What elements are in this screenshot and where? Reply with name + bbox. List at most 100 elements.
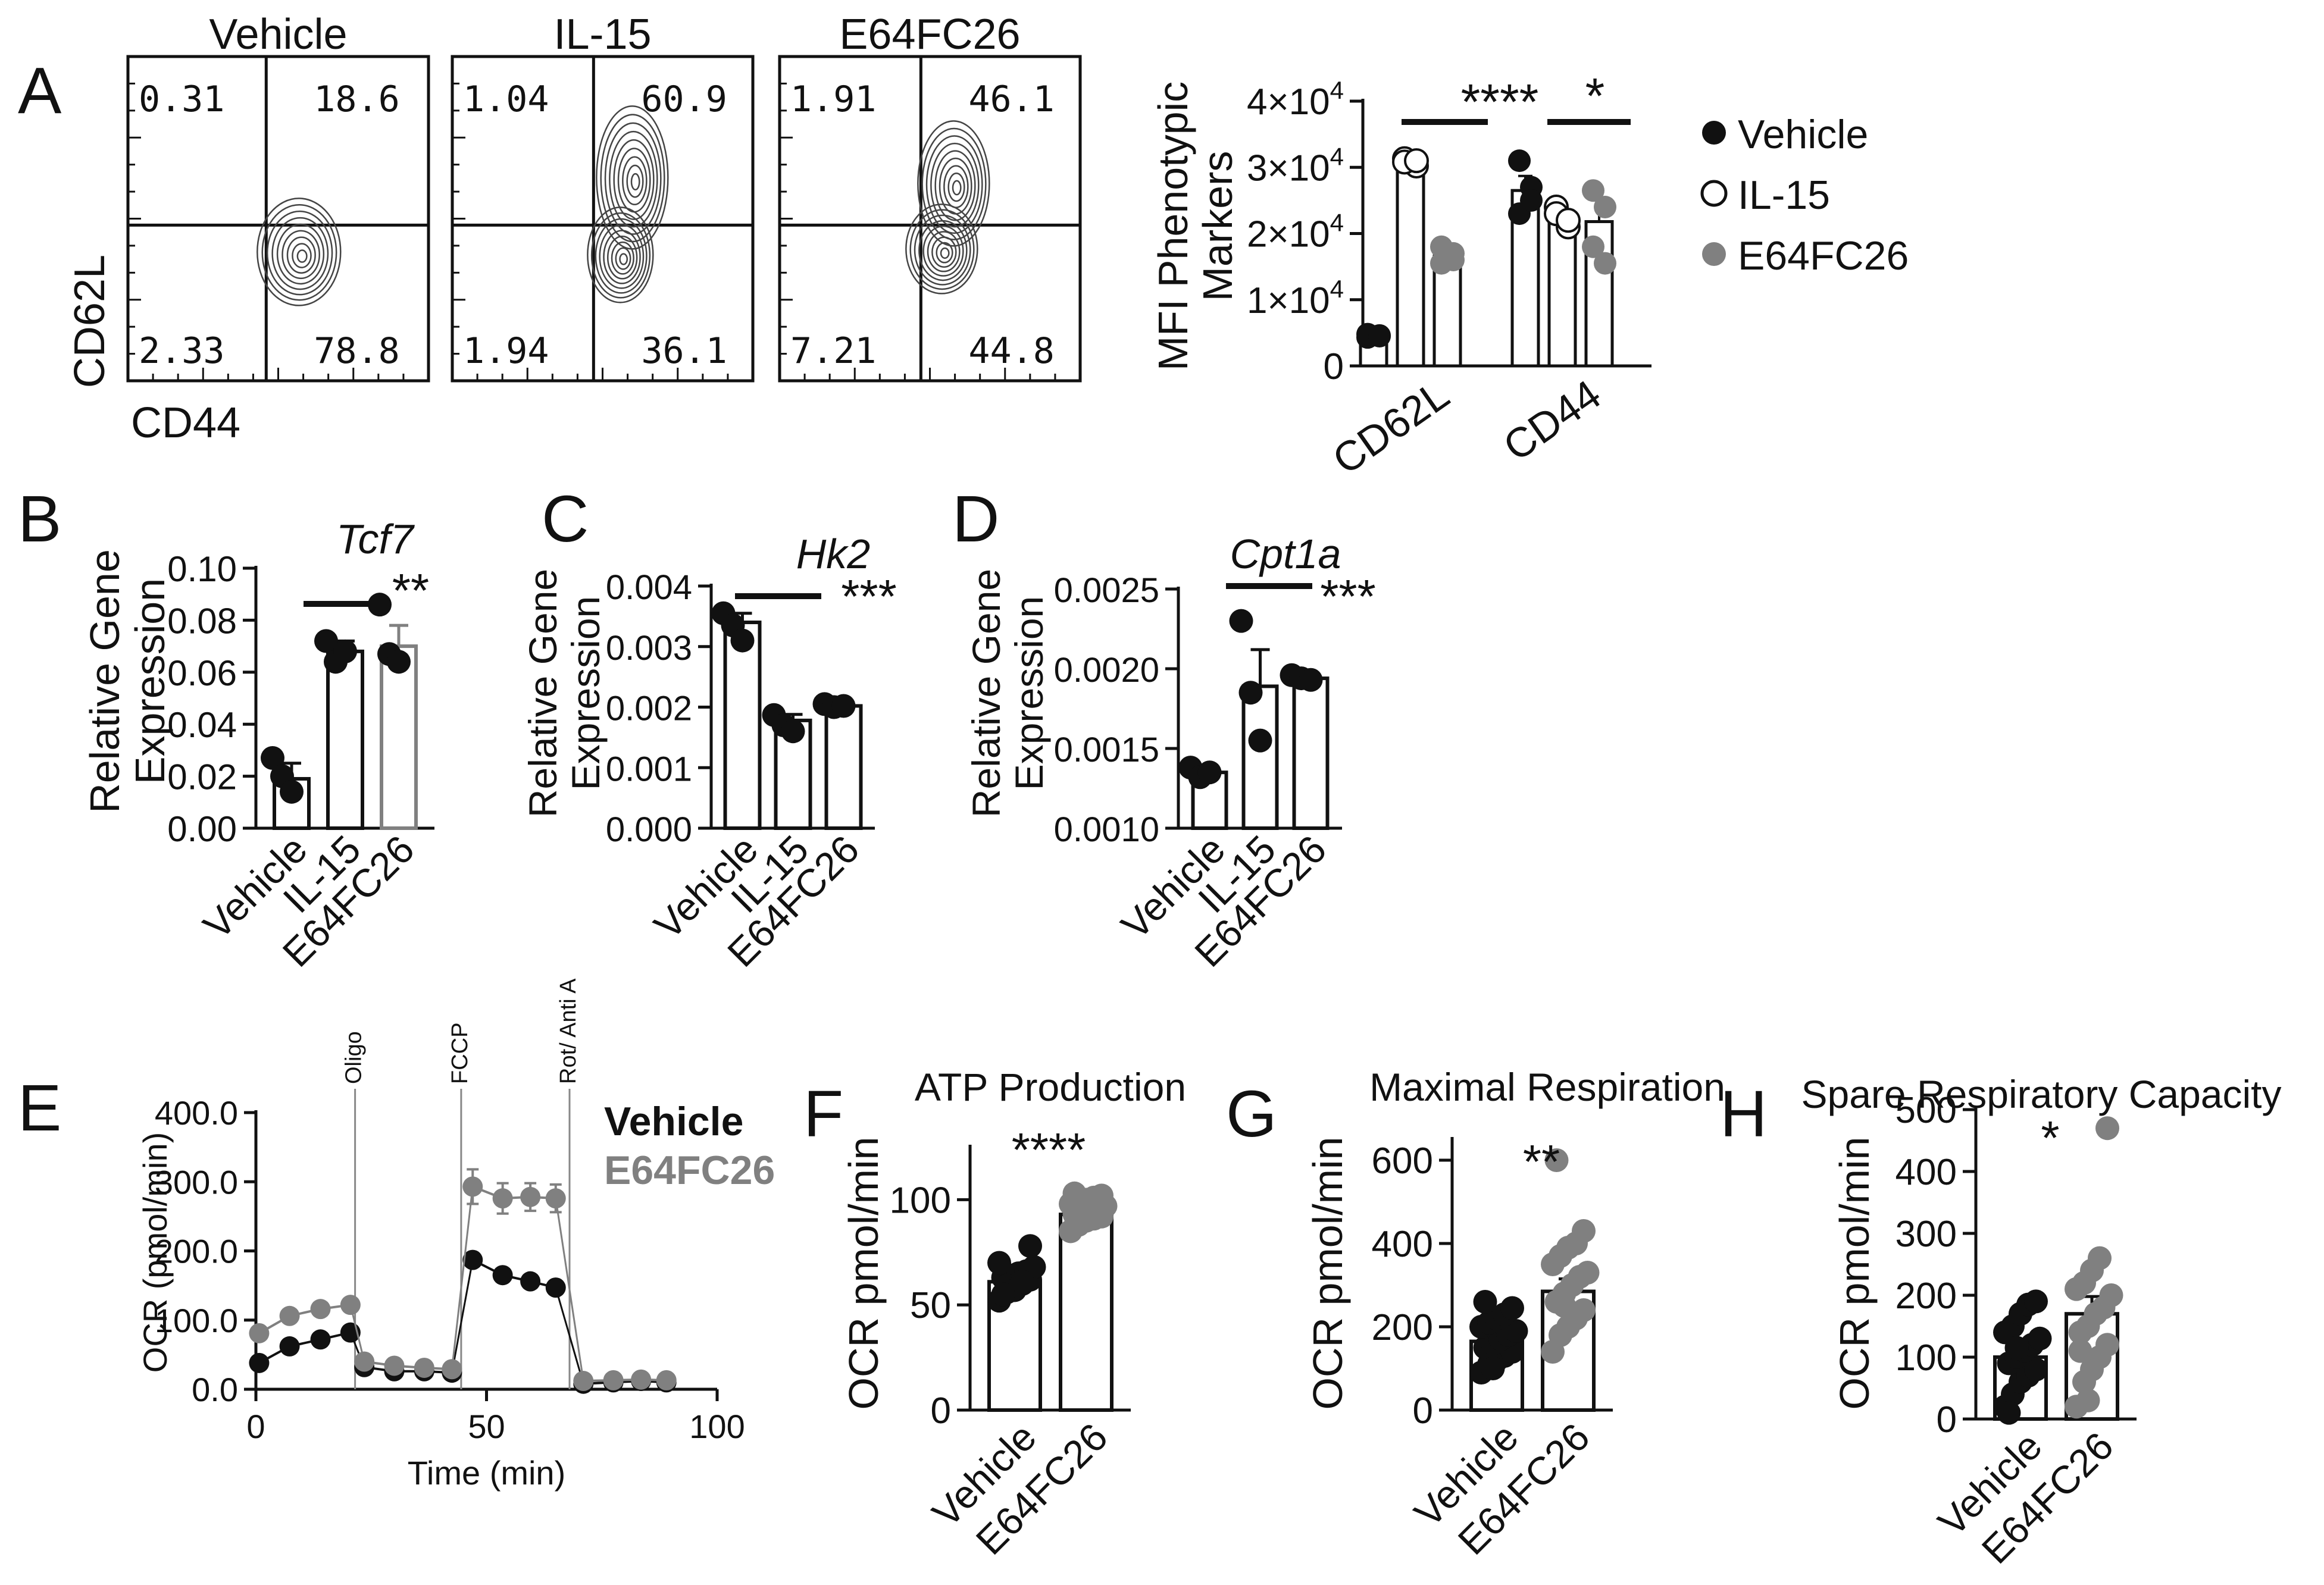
- data-point: [261, 746, 284, 770]
- y-axis-label: Relative Gene: [964, 569, 1008, 817]
- legend-label: Vehicle: [604, 1099, 743, 1144]
- contour-ring: [595, 218, 648, 294]
- contour-ring: [930, 142, 980, 228]
- significance-stars: *: [1585, 68, 1605, 124]
- quadrant-value-lr: 44.8: [968, 330, 1055, 372]
- panel-letter-g: G: [1226, 1077, 1277, 1151]
- y-tick-label: 0: [1413, 1390, 1433, 1431]
- y-tick-label: 50: [910, 1285, 951, 1326]
- y-axis-label: Markers: [1194, 151, 1241, 302]
- contour-ring: [606, 236, 638, 280]
- y-tick-label: 100.0: [155, 1302, 238, 1339]
- y-axis-label: MFI Phenotypic: [1150, 82, 1196, 371]
- contour-ring: [257, 198, 342, 306]
- chart-title: Tcf7: [336, 516, 415, 562]
- flow-y-axis-label: CD62L: [66, 255, 114, 388]
- data-point: [2099, 1283, 2123, 1307]
- flow-plot-title: Vehicle: [209, 11, 347, 58]
- y-tick-label: 0.003: [606, 629, 692, 668]
- contour-ring: [276, 223, 325, 285]
- y-tick-label: 200.0: [155, 1233, 238, 1270]
- contour-ring: [909, 209, 975, 290]
- contour-ring: [940, 247, 950, 259]
- legend-marker: [1700, 180, 1728, 207]
- data-point: [1368, 324, 1391, 347]
- contour-ring: [921, 127, 987, 240]
- flow-plot-title: IL-15: [553, 11, 651, 58]
- x-tick-label: 100: [689, 1408, 745, 1445]
- data-point: [1508, 149, 1531, 173]
- contour-ring: [599, 224, 645, 289]
- significance-stars: *: [2041, 1111, 2059, 1164]
- flow-plot: Vehicle 0.31 18.6 2.33 78.8: [126, 11, 430, 383]
- data-point: [442, 1359, 462, 1380]
- legend-label: E64FC26: [604, 1148, 775, 1193]
- data-point: [1572, 1298, 1596, 1322]
- bar: [326, 649, 364, 830]
- legend-label: E64FC26: [1738, 233, 1909, 278]
- contour-ring: [934, 150, 976, 221]
- data-point: [987, 1251, 1011, 1275]
- series-line: [451, 1186, 474, 1370]
- data-point: [1594, 196, 1616, 218]
- x-axis-label: Time (min): [408, 1454, 565, 1492]
- y-tick-label: 400: [1896, 1152, 1957, 1193]
- y-tick-label: 0: [1937, 1399, 1957, 1440]
- data-point: [831, 694, 856, 718]
- data-point: [249, 1352, 270, 1373]
- data-point: [520, 1186, 541, 1207]
- data-point: [1018, 1234, 1042, 1258]
- quadrant-value-lr: 36.1: [641, 330, 727, 372]
- data-point: [545, 1277, 566, 1298]
- y-tick-label: 200: [1372, 1307, 1433, 1348]
- y-tick-label: 200: [1896, 1276, 1957, 1317]
- data-point: [279, 1305, 300, 1326]
- contour-ring: [918, 220, 968, 281]
- ocr-time-course-chart: 0.0 100.0 200.0 300.0 400.0 0 50 100 Time (min) O…: [136, 978, 775, 1492]
- contour-ring: [611, 241, 634, 275]
- y-tick-label: 0.0020: [1054, 651, 1159, 690]
- series-line: [555, 1287, 584, 1384]
- contour-ring: [261, 204, 337, 301]
- data-point: [1473, 1290, 1497, 1314]
- data-point: [2095, 1116, 2119, 1141]
- legend-marker: [1702, 121, 1726, 145]
- y-axis-label: OCR pmol/min: [840, 1137, 887, 1410]
- legend-label: Vehicle: [1738, 112, 1868, 157]
- y-tick-label: 3×104: [1247, 142, 1344, 189]
- y-tick-label: 400.0: [155, 1094, 238, 1132]
- x-tick-label: 50: [468, 1408, 505, 1445]
- y-axis-label: Relative Gene: [521, 569, 565, 817]
- panel-letter-e: E: [18, 1072, 61, 1145]
- y-tick-exponent: 4: [1330, 209, 1344, 237]
- chart-title: Spare Respiratory Capacity: [1801, 1072, 2281, 1116]
- significance-stars: ***: [1320, 570, 1375, 623]
- data-point: [1582, 179, 1604, 202]
- y-tick-label: 0.06: [167, 653, 237, 693]
- quadrant-value-ur: 18.6: [314, 79, 400, 120]
- y-axis-label: Expression: [564, 596, 608, 791]
- series-line: [364, 1365, 452, 1374]
- y-tick-label: 0.04: [167, 705, 237, 745]
- contour-ring: [281, 230, 320, 280]
- data-point: [492, 1188, 513, 1209]
- y-tick-label: 0.02: [167, 757, 237, 797]
- contour-ring: [622, 156, 648, 205]
- data-point: [387, 650, 411, 674]
- data-point: [545, 1188, 566, 1209]
- quadrant-value-ur: 46.1: [968, 79, 1055, 120]
- y-tick-label: 0.002: [606, 690, 692, 728]
- injection-label: FCCP: [448, 1023, 473, 1084]
- data-point: [310, 1299, 331, 1320]
- data-point: [603, 1370, 624, 1390]
- y-tick-label: 4×104: [1247, 76, 1344, 123]
- y-tick-label: 0.0025: [1054, 571, 1159, 610]
- series-line: [258, 1331, 351, 1364]
- bar: [723, 621, 762, 831]
- y-axis-label: OCR (pmol/min): [136, 1132, 174, 1373]
- data-point: [249, 1323, 270, 1343]
- flow-plot-title: E64FC26: [839, 11, 1020, 58]
- panel-letter-h: H: [1720, 1077, 1767, 1151]
- quadrant-value-ll: 1.94: [463, 330, 549, 372]
- contour-group: [257, 198, 342, 306]
